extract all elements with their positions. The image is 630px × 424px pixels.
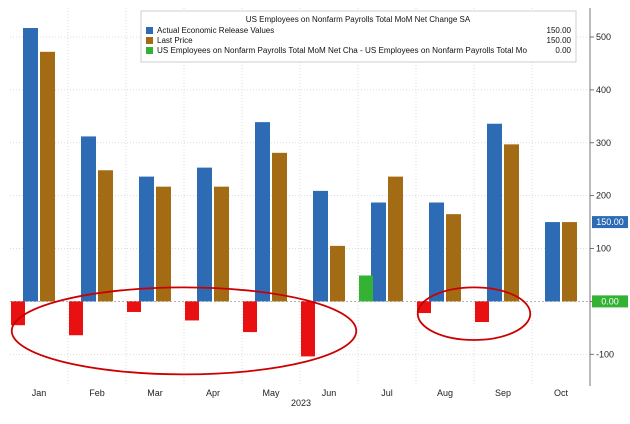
x-tick-label: Sep xyxy=(495,388,511,398)
bar-actual xyxy=(197,167,212,302)
bar-last-price xyxy=(388,176,403,302)
bar-actual xyxy=(429,202,444,302)
annotation-ellipse xyxy=(10,286,358,376)
bar-difference xyxy=(301,301,315,357)
legend-swatch-last-price xyxy=(146,37,153,44)
legend-label-last-price: Last Price xyxy=(157,36,193,45)
x-tick-label: Jul xyxy=(381,388,393,398)
bar-difference xyxy=(417,301,431,314)
axis-value-badge-text: 0.00 xyxy=(601,296,619,306)
bar-actual xyxy=(81,136,96,302)
y-tick-label: 300 xyxy=(596,138,611,148)
y-tick-label: 500 xyxy=(596,32,611,42)
legend-title: US Employees on Nonfarm Payrolls Total M… xyxy=(246,15,471,24)
annotation-ellipse xyxy=(416,286,532,341)
x-tick-label: Feb xyxy=(89,388,105,398)
bar-difference xyxy=(127,301,141,312)
axis-layer: -1000100200300400500JanFebMarAprMayJunJu… xyxy=(32,8,628,398)
bar-last-price xyxy=(446,214,461,302)
bar-last-price xyxy=(98,170,113,302)
bar-difference xyxy=(11,301,25,326)
y-tick-label: -100 xyxy=(596,349,614,359)
bar-layer xyxy=(11,28,577,357)
legend-value-actual: 150.00 xyxy=(547,26,572,35)
x-tick-label: Aug xyxy=(437,388,453,398)
axis-value-badge-text: 150.00 xyxy=(596,217,624,227)
x-axis-year-label: 2023 xyxy=(291,398,311,408)
x-tick-label: May xyxy=(262,388,280,398)
legend-label-difference: US Employees on Nonfarm Payrolls Total M… xyxy=(157,46,528,55)
x-tick-label: Oct xyxy=(554,388,569,398)
bar-actual xyxy=(23,28,38,302)
bar-last-price xyxy=(504,144,519,302)
x-tick-label: Apr xyxy=(206,388,220,398)
bar-actual xyxy=(313,190,328,302)
x-tick-label: Jun xyxy=(322,388,337,398)
bar-difference xyxy=(243,301,257,333)
y-tick-label: 200 xyxy=(596,191,611,201)
bar-last-price xyxy=(562,222,577,302)
legend-value-difference: 0.00 xyxy=(555,46,571,55)
bar-difference xyxy=(475,301,489,323)
bar-actual xyxy=(487,123,502,302)
legend: US Employees on Nonfarm Payrolls Total M… xyxy=(140,10,577,63)
legend-swatch-difference xyxy=(146,47,153,54)
bar-actual xyxy=(545,222,560,302)
bar-actual xyxy=(139,176,154,302)
bar-actual xyxy=(255,122,270,302)
bar-last-price xyxy=(330,245,345,302)
bar-last-price xyxy=(214,186,229,302)
bar-actual xyxy=(371,202,386,302)
legend-swatch-actual xyxy=(146,27,153,34)
bar-last-price xyxy=(156,186,171,302)
legend-label-actual: Actual Economic Release Values xyxy=(157,26,274,35)
legend-box xyxy=(140,10,577,63)
x-tick-label: Mar xyxy=(147,388,163,398)
annotation-layer xyxy=(10,286,532,376)
axis-value-badge xyxy=(592,216,628,229)
y-tick-label: 100 xyxy=(596,244,611,254)
bar-last-price xyxy=(272,152,287,302)
y-tick-label: 400 xyxy=(596,85,611,95)
x-tick-label: Jan xyxy=(32,388,47,398)
bar-difference xyxy=(359,275,373,302)
axis-value-badge xyxy=(592,295,628,308)
legend-value-last-price: 150.00 xyxy=(547,36,572,45)
bar-difference xyxy=(69,301,83,336)
bar-last-price xyxy=(40,51,55,302)
bar-difference xyxy=(185,301,199,321)
